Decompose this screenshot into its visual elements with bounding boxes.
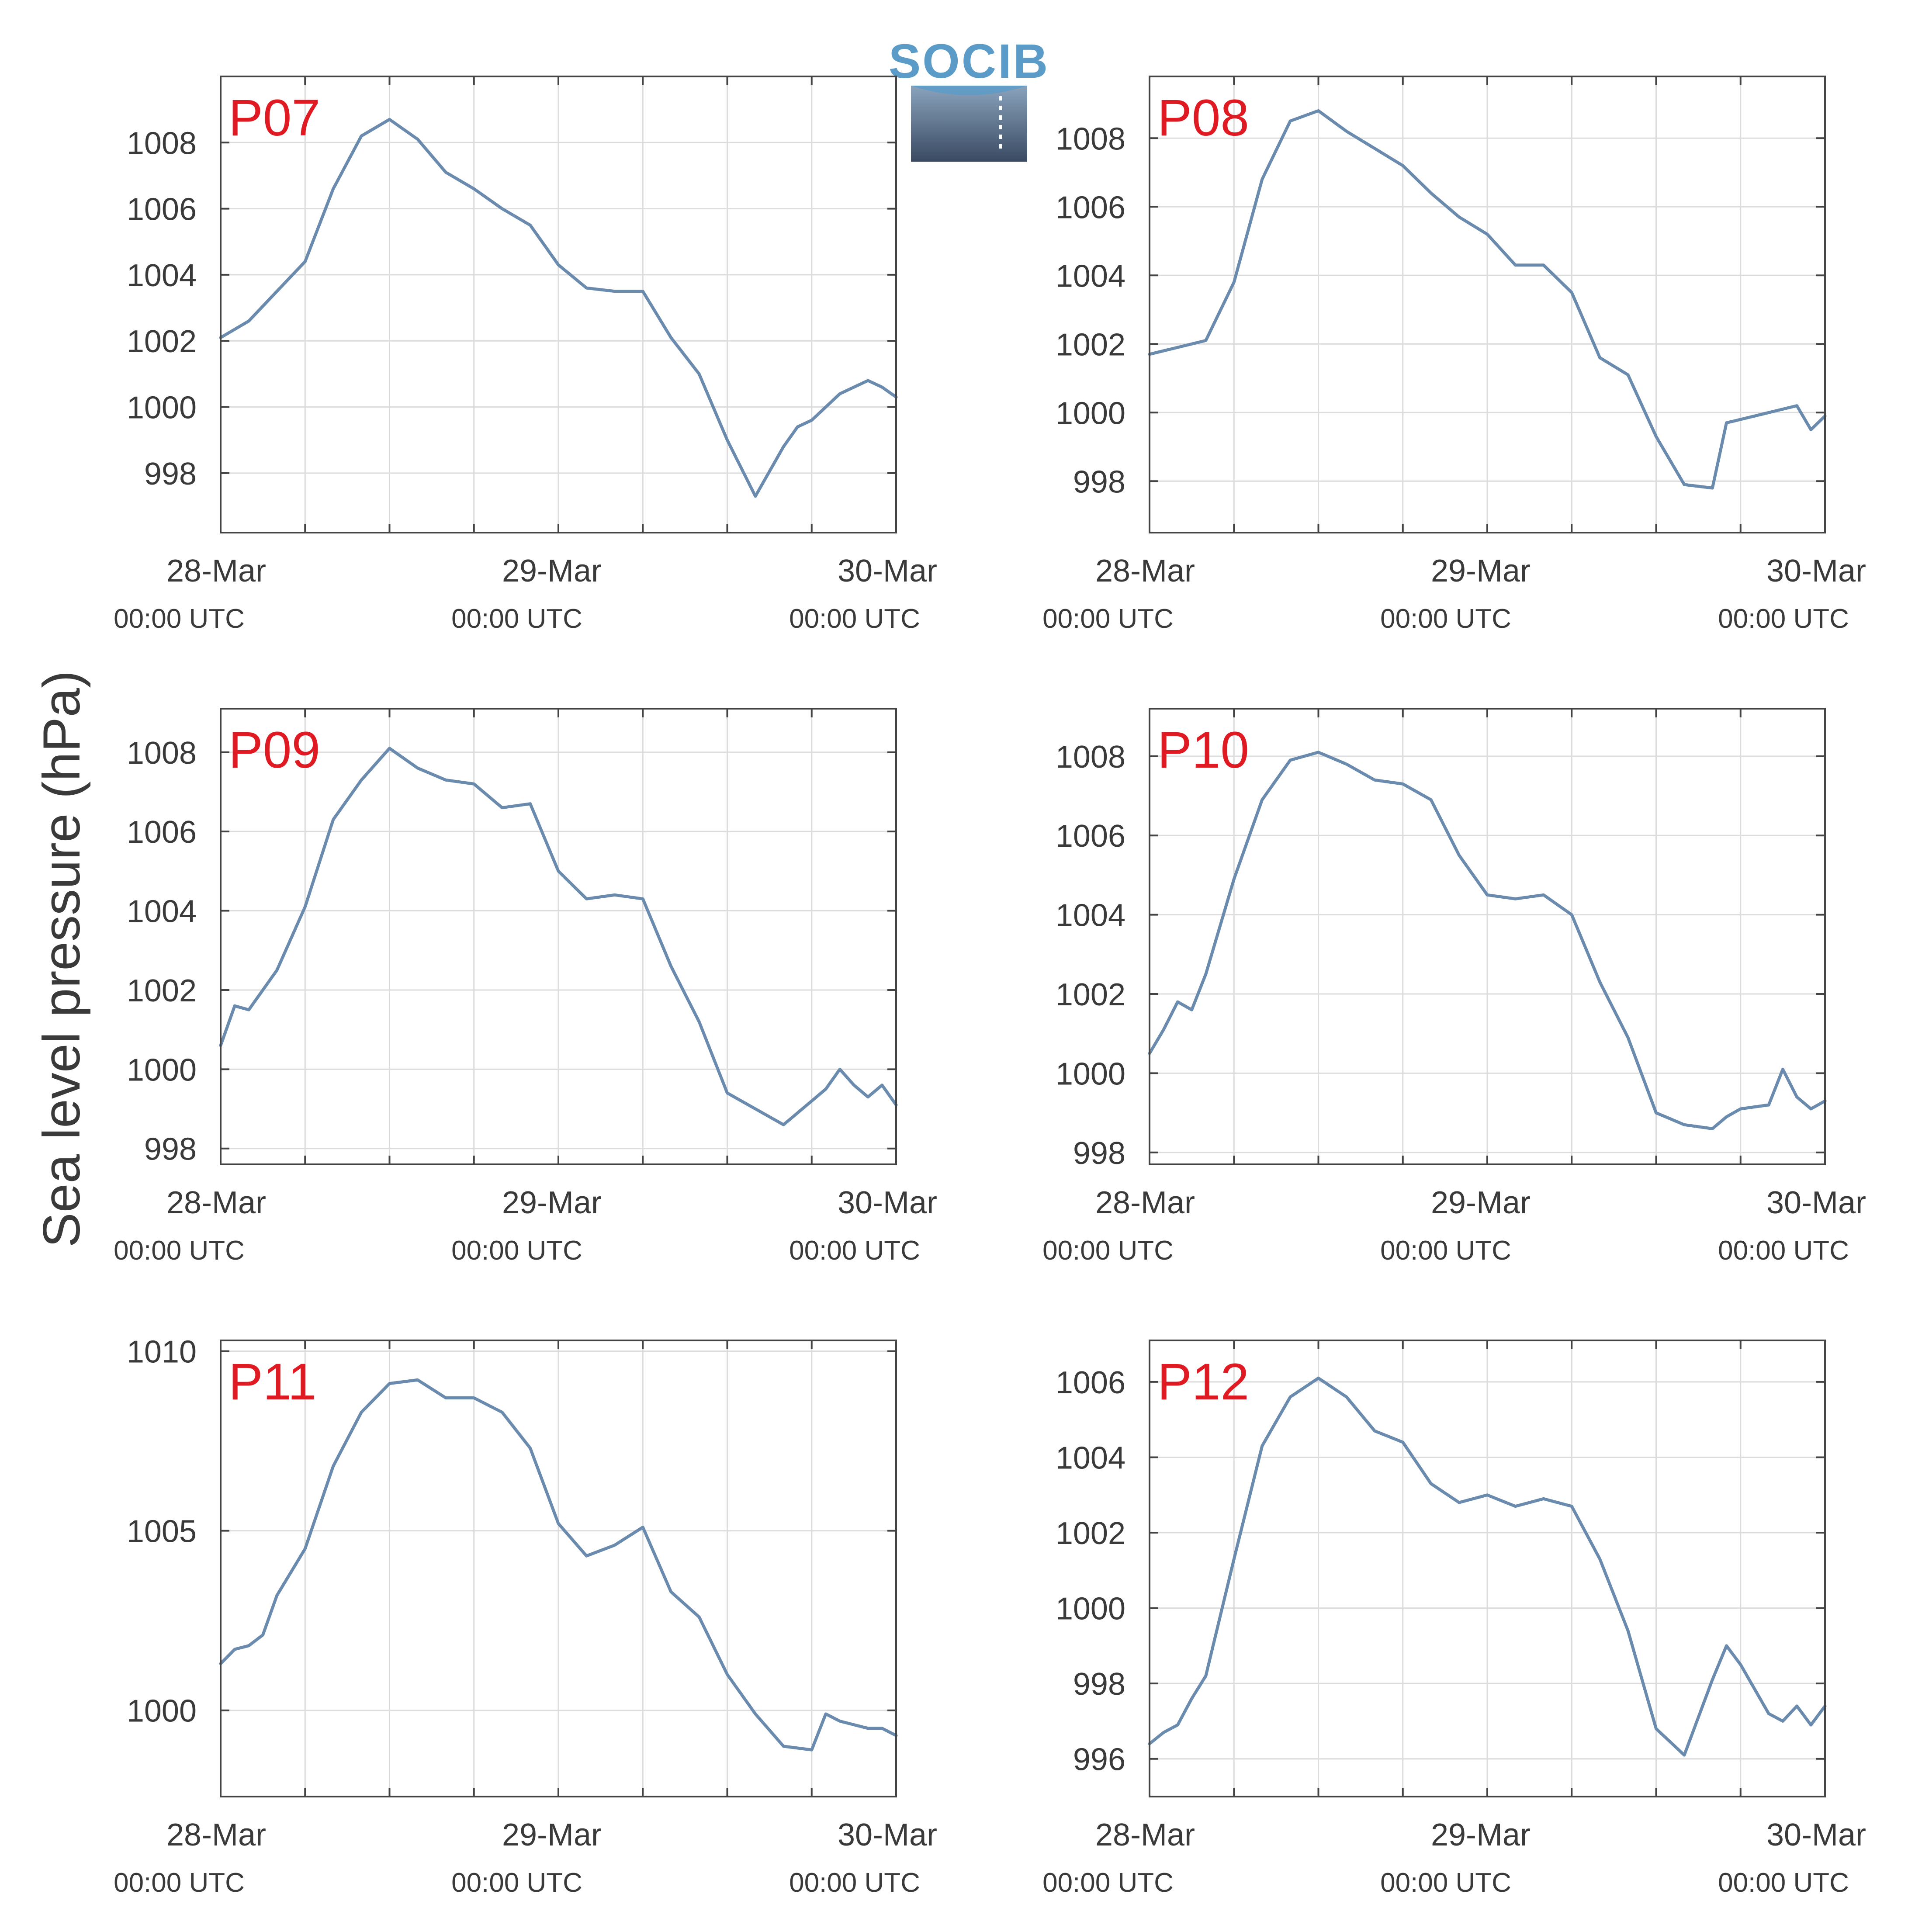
x-tick-label-day: 29-Mar xyxy=(1431,1818,1531,1852)
y-tick-label: 1002 xyxy=(1056,1516,1125,1551)
x-tick-label-day: 29-Mar xyxy=(502,554,602,589)
x-tick-label-day: 28-Mar xyxy=(166,1818,266,1852)
socib-logo: SOCIB xyxy=(889,35,1049,162)
station-label: P12 xyxy=(1157,1353,1249,1411)
x-tick-label-time: 00:00 UTC xyxy=(789,1236,920,1266)
y-tick-label: 1008 xyxy=(1056,740,1125,775)
x-tick-label-time: 00:00 UTC xyxy=(1718,1236,1849,1266)
y-tick-label: 1002 xyxy=(1056,977,1125,1012)
y-tick-label: 1002 xyxy=(1056,327,1125,362)
x-tick-label-time: 00:00 UTC xyxy=(1042,604,1174,634)
x-tick-label-time: 00:00 UTC xyxy=(451,604,582,634)
y-axis-label: Sea level pressure (hPa) xyxy=(32,671,91,1248)
y-tick-label: 1010 xyxy=(127,1335,197,1370)
x-tick-label-day: 29-Mar xyxy=(1431,554,1531,589)
x-tick-label-time: 00:00 UTC xyxy=(1380,1868,1511,1898)
panel-p12: 996 998 1000 1002 1004 1006 P12 28-Mar 00:00 UTC… xyxy=(1042,1340,1866,1898)
y-tick-label: 1000 xyxy=(1056,396,1125,431)
y-tick-label: 1000 xyxy=(127,1053,197,1087)
axes-frame xyxy=(220,1340,897,1797)
y-tick-label: 1004 xyxy=(1056,898,1125,933)
pressure-series-line xyxy=(219,1378,898,1752)
axes-frame xyxy=(1149,1340,1826,1797)
x-tick-label-day: 30-Mar xyxy=(838,554,937,589)
y-tick-label: 1002 xyxy=(127,324,197,359)
pressure-series-line xyxy=(1148,1376,1827,1757)
x-tick-label-day: 28-Mar xyxy=(166,1185,266,1220)
panel-p07: 998 1000 1002 1004 1006 1008 P07 28-Mar 00:00 UT… xyxy=(114,76,937,634)
x-tick-label-day: 30-Mar xyxy=(1766,554,1866,589)
x-tick-label-day: 29-Mar xyxy=(502,1818,602,1852)
x-tick-label-time: 00:00 UTC xyxy=(451,1868,582,1898)
pressure-series-line xyxy=(219,118,898,498)
x-tick-label-day: 28-Mar xyxy=(1095,554,1195,589)
x-tick-label-time: 00:00 UTC xyxy=(451,1236,582,1266)
pressure-series-line xyxy=(219,747,898,1126)
x-tick-label-time: 00:00 UTC xyxy=(1380,1236,1511,1266)
y-tick-label: 998 xyxy=(144,1132,197,1167)
y-tick-label: 1006 xyxy=(1056,190,1125,225)
axes-frame xyxy=(220,76,897,533)
pressure-series-line xyxy=(1148,109,1827,490)
y-tick-label: 998 xyxy=(144,457,197,492)
y-tick-label: 1006 xyxy=(1056,1365,1125,1400)
y-tick-label: 1004 xyxy=(127,258,197,293)
y-tick-label: 1004 xyxy=(1056,259,1125,294)
x-tick-label-day: 30-Mar xyxy=(838,1818,937,1852)
x-tick-label-day: 30-Mar xyxy=(1766,1818,1866,1852)
y-tick-label: 996 xyxy=(1073,1742,1125,1777)
station-label: P11 xyxy=(229,1353,316,1411)
x-tick-label-day: 30-Mar xyxy=(1766,1185,1866,1220)
panel-p11: 1000 1005 1010 P11 28-Mar 00:00 UTC 29-Mar 00:0… xyxy=(114,1335,937,1898)
y-tick-label: 1006 xyxy=(127,815,197,850)
x-tick-label-time: 00:00 UTC xyxy=(789,604,920,634)
x-tick-label-time: 00:00 UTC xyxy=(114,1868,245,1898)
y-tick-label: 1000 xyxy=(1056,1592,1125,1627)
y-tick-label: 1000 xyxy=(127,1694,197,1729)
y-tick-label: 1008 xyxy=(127,126,197,161)
x-tick-label-time: 00:00 UTC xyxy=(789,1868,920,1898)
station-label: P10 xyxy=(1157,721,1249,779)
y-tick-label: 1004 xyxy=(1056,1440,1125,1475)
x-tick-label-time: 00:00 UTC xyxy=(114,1236,245,1266)
x-tick-label-time: 00:00 UTC xyxy=(1380,604,1511,634)
x-tick-label-day: 28-Mar xyxy=(1095,1185,1195,1220)
y-tick-label: 1000 xyxy=(127,391,197,426)
pressure-series-line xyxy=(1148,751,1827,1130)
x-tick-label-time: 00:00 UTC xyxy=(1718,604,1849,634)
y-tick-label: 1000 xyxy=(1056,1056,1125,1091)
axes-frame xyxy=(220,708,897,1165)
x-tick-label-day: 30-Mar xyxy=(838,1185,937,1220)
station-label: P07 xyxy=(229,89,320,147)
x-tick-label-day: 29-Mar xyxy=(1431,1185,1531,1220)
y-tick-label: 1004 xyxy=(127,894,197,929)
y-tick-label: 1008 xyxy=(127,736,197,771)
x-tick-label-day: 29-Mar xyxy=(502,1185,602,1220)
x-tick-label-time: 00:00 UTC xyxy=(1042,1868,1174,1898)
panel-p09: 998 1000 1002 1004 1006 1008 P09 28-Mar 00:00 UT… xyxy=(114,708,937,1266)
y-tick-label: 998 xyxy=(1073,1667,1125,1702)
station-label: P09 xyxy=(229,721,320,779)
y-tick-label: 998 xyxy=(1073,464,1125,499)
axes-frame xyxy=(1149,76,1826,533)
panel-p08: 998 1000 1002 1004 1006 1008 P08 28-Mar 00:00 UT… xyxy=(1042,76,1866,634)
x-tick-label-day: 28-Mar xyxy=(166,554,266,589)
x-tick-label-time: 00:00 UTC xyxy=(1042,1236,1174,1266)
x-tick-label-time: 00:00 UTC xyxy=(114,604,245,634)
x-tick-label-day: 28-Mar xyxy=(1095,1818,1195,1852)
y-tick-label: 1006 xyxy=(1056,819,1125,854)
y-tick-label: 1005 xyxy=(127,1514,197,1549)
y-tick-label: 998 xyxy=(1073,1136,1125,1171)
x-tick-label-time: 00:00 UTC xyxy=(1718,1868,1849,1898)
y-tick-label: 1006 xyxy=(127,192,197,227)
y-tick-label: 1008 xyxy=(1056,121,1125,156)
logo-text: SOCIB xyxy=(889,35,1049,88)
y-tick-label: 1002 xyxy=(127,973,197,1008)
station-label: P08 xyxy=(1157,89,1249,147)
axes-frame xyxy=(1149,708,1826,1165)
panel-p10: 998 1000 1002 1004 1006 1008 P10 28-Mar 00:00 UT… xyxy=(1042,708,1866,1266)
